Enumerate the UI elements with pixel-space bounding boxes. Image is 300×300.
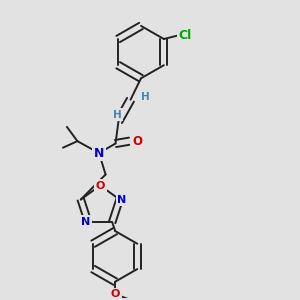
Text: N: N — [81, 217, 90, 227]
Text: N: N — [117, 194, 127, 205]
Text: O: O — [95, 181, 105, 190]
Text: O: O — [132, 135, 142, 148]
Text: H: H — [112, 110, 122, 120]
Text: Cl: Cl — [179, 29, 192, 42]
Text: N: N — [94, 147, 104, 160]
Text: O: O — [110, 289, 120, 299]
Text: H: H — [140, 92, 149, 102]
